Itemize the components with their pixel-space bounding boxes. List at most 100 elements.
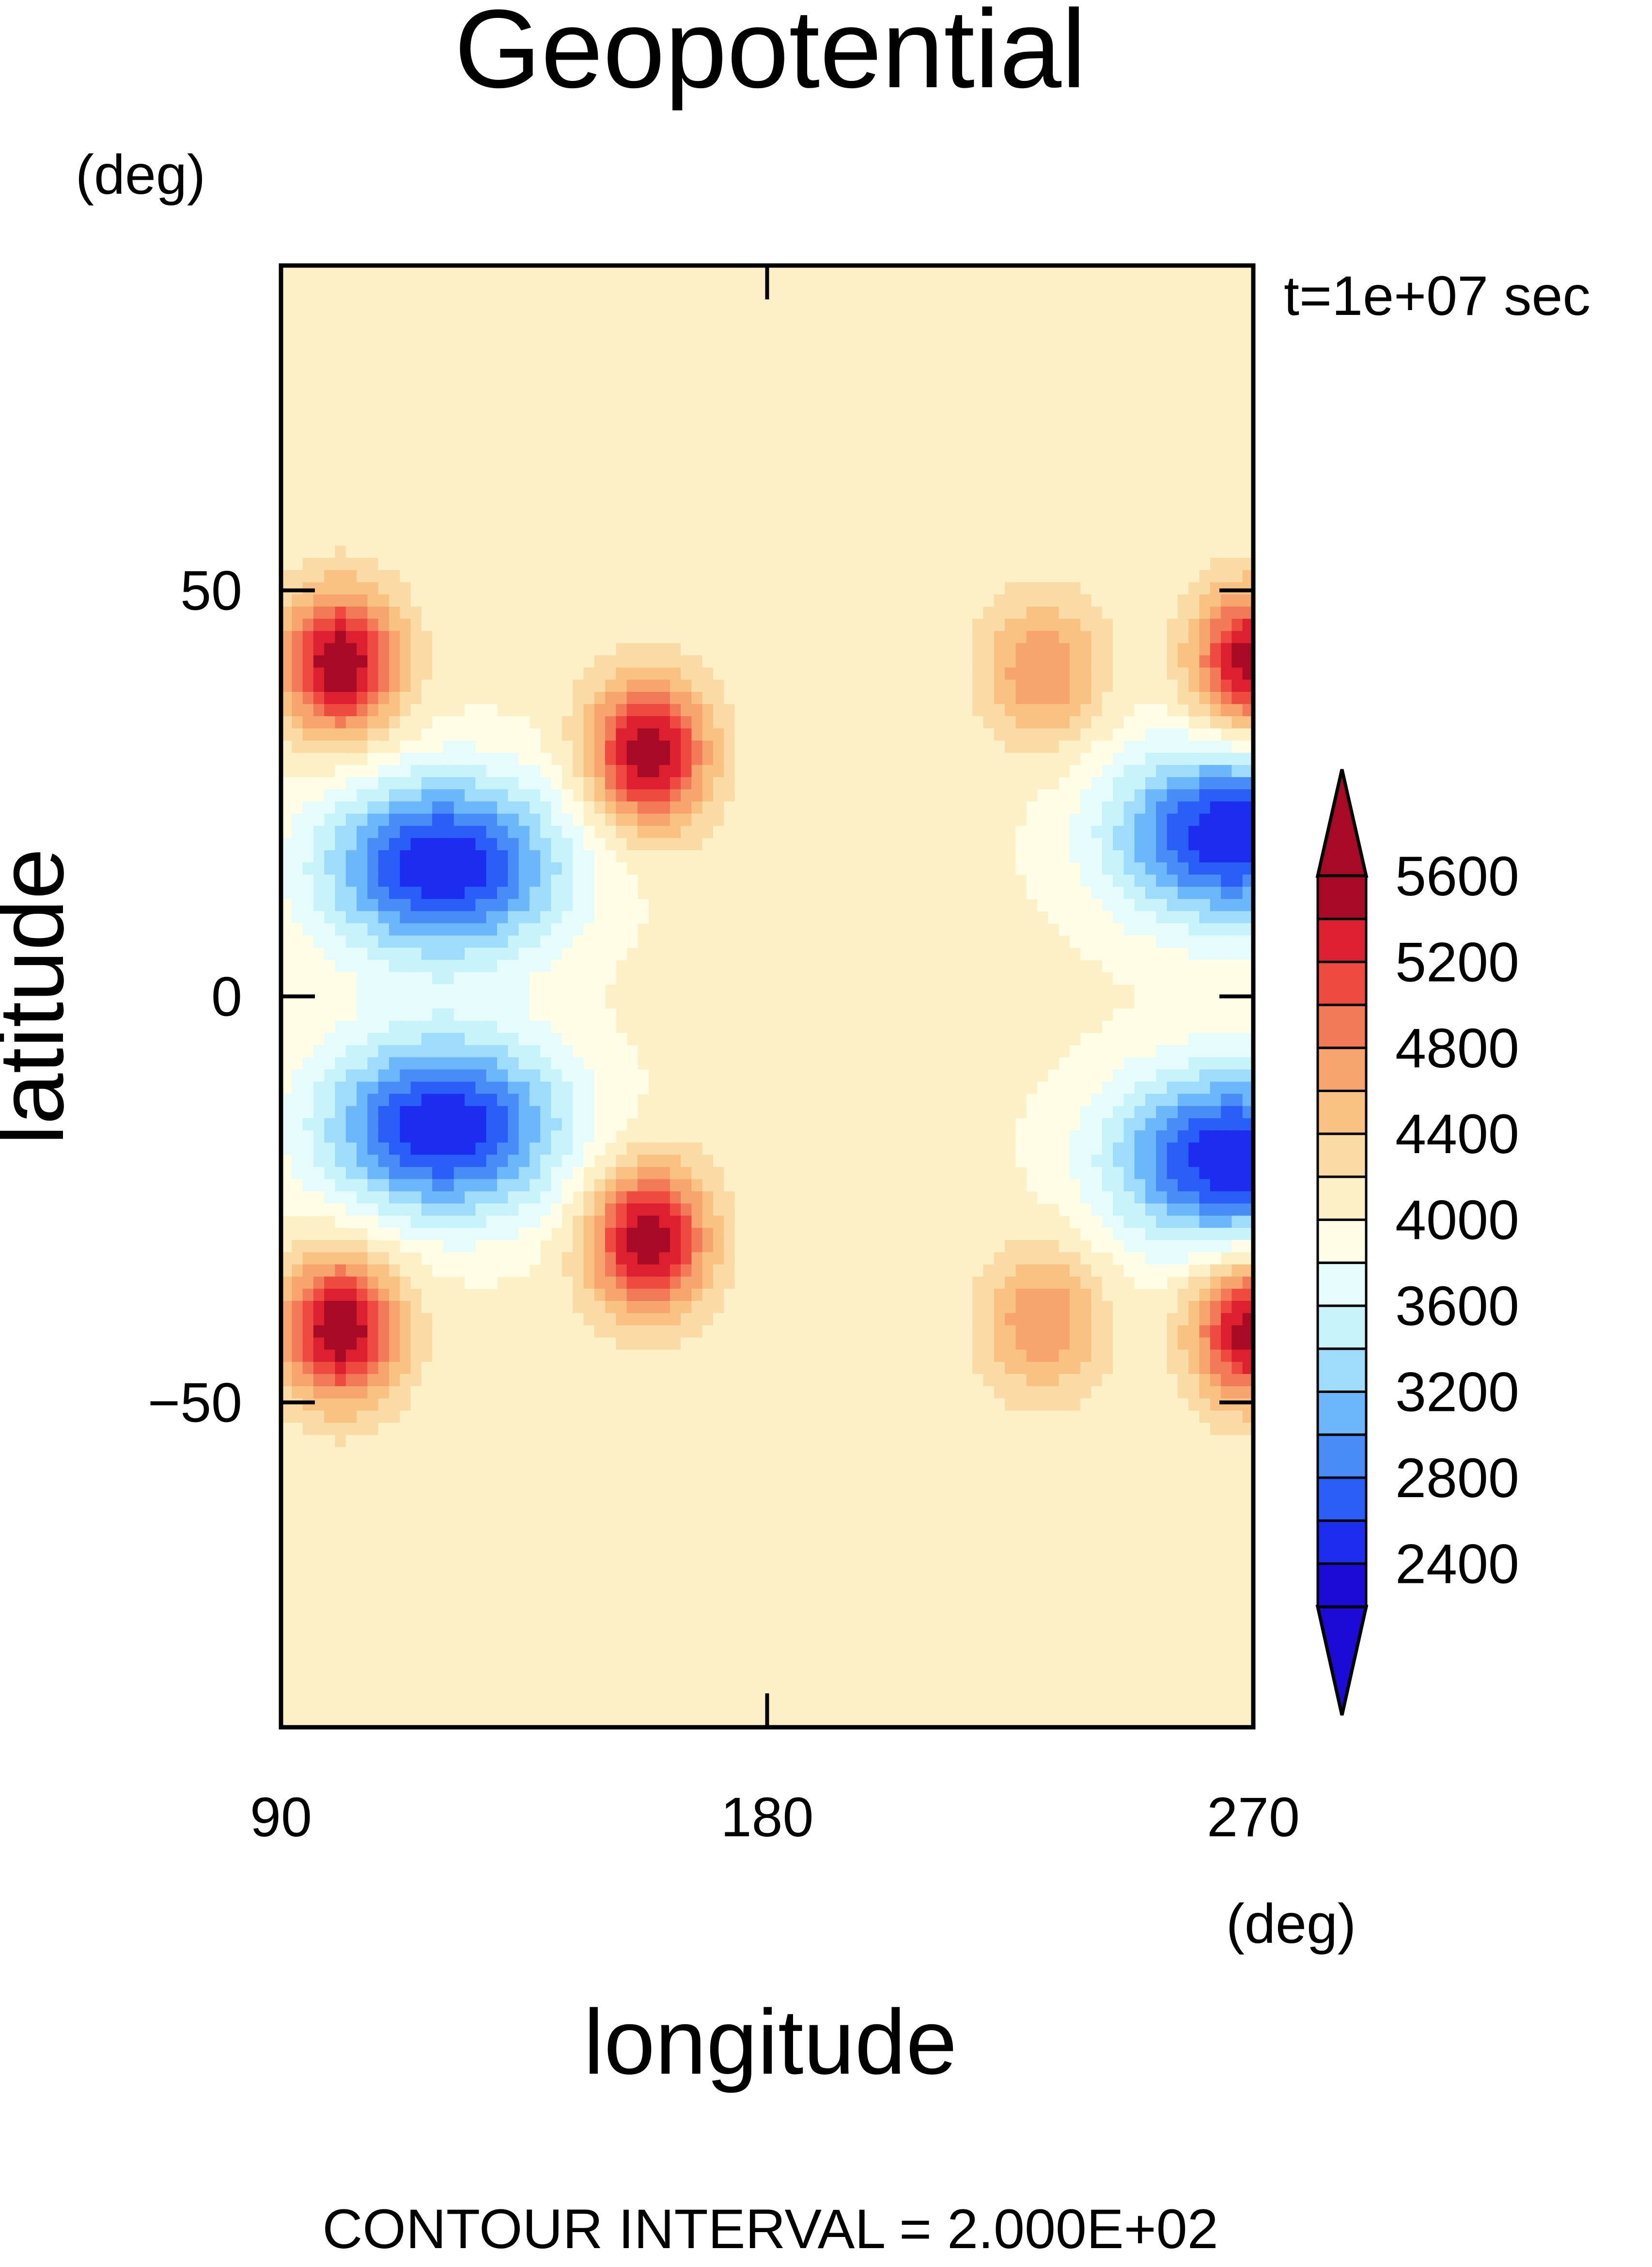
contour-cell	[961, 631, 973, 644]
contour-cell	[302, 570, 314, 583]
contour-cell	[508, 1228, 519, 1241]
contour-cell	[1221, 1361, 1232, 1375]
contour-cell	[1026, 558, 1038, 571]
contour-cell	[1005, 643, 1016, 656]
contour-cell	[951, 1361, 962, 1375]
contour-cell	[561, 813, 573, 827]
contour-cell	[357, 1069, 368, 1082]
contour-cell	[745, 752, 757, 766]
contour-cell	[561, 972, 573, 985]
contour-cell	[508, 777, 519, 790]
contour-cell	[1102, 704, 1113, 717]
contour-cell	[1210, 1325, 1221, 1338]
contour-cell	[281, 1337, 293, 1350]
contour-cell	[1210, 826, 1221, 839]
contour-cell	[594, 643, 606, 656]
contour-cell	[659, 1252, 670, 1265]
contour-interval-label: CONTOUR INTERVAL = 2.000E+02	[322, 2198, 1218, 2260]
contour-cell	[1221, 813, 1232, 827]
contour-cell	[1156, 996, 1168, 1009]
contour-cell	[1167, 1216, 1178, 1228]
contour-cell	[475, 911, 487, 924]
contour-cell	[1015, 582, 1027, 595]
contour-cell	[475, 1130, 487, 1143]
contour-cell	[659, 1276, 670, 1289]
contour-cell	[561, 1228, 573, 1241]
contour-cell	[1188, 1094, 1200, 1107]
contour-cell	[335, 740, 346, 753]
contour-cell	[1188, 1155, 1200, 1168]
contour-cell	[1005, 1410, 1016, 1423]
contour-cell	[573, 1008, 584, 1021]
contour-cell	[1188, 619, 1200, 631]
contour-cell	[561, 1252, 573, 1265]
contour-cell	[1177, 1325, 1189, 1338]
contour-cell	[367, 1301, 379, 1313]
contour-cell	[594, 813, 606, 827]
contour-cell	[465, 875, 476, 887]
contour-cell	[1242, 679, 1253, 692]
contour-cell	[367, 1142, 379, 1156]
contour-cell	[313, 1435, 325, 1448]
contour-cell	[551, 777, 562, 790]
contour-cell	[616, 631, 627, 644]
contour-cell	[497, 813, 509, 827]
contour-cell	[400, 887, 411, 900]
contour-cell	[1210, 1057, 1221, 1070]
contour-cell	[518, 1069, 530, 1082]
contour-cell	[432, 1203, 444, 1216]
contour-cell	[410, 692, 422, 704]
contour-cell	[410, 911, 422, 924]
colorbar-swatch	[1316, 918, 1368, 963]
contour-cell	[1091, 935, 1103, 948]
contour-cell	[1199, 1032, 1211, 1046]
contour-cell	[1242, 838, 1253, 851]
contour-cell	[367, 533, 379, 546]
contour-cell	[702, 1276, 714, 1289]
contour-cell	[1037, 1142, 1049, 1156]
contour-cell	[1134, 801, 1146, 814]
contour-cell	[1242, 1142, 1253, 1156]
contour-cell	[400, 1020, 411, 1033]
contour-cell	[551, 1191, 562, 1204]
contour-cell	[1080, 1216, 1092, 1228]
contour-cell	[443, 1203, 454, 1216]
contour-cell	[1113, 728, 1124, 741]
contour-cell	[626, 801, 638, 814]
contour-cell	[313, 1106, 325, 1119]
contour-cell	[1167, 1057, 1178, 1070]
contour-cell	[281, 1167, 293, 1180]
contour-cell	[1026, 1276, 1038, 1289]
contour-cell	[281, 1301, 293, 1313]
contour-cell	[335, 594, 346, 607]
contour-cell	[378, 935, 390, 948]
contour-cell	[345, 558, 357, 571]
contour-cell	[345, 947, 357, 960]
contour-cell	[1123, 947, 1135, 960]
contour-cell	[345, 1094, 357, 1107]
contour-cell	[302, 679, 314, 692]
contour-cell	[1199, 643, 1211, 656]
contour-cell	[702, 667, 714, 680]
contour-cell	[465, 1191, 476, 1204]
x-tick-label: 180	[721, 1786, 814, 1848]
contour-cell	[302, 1252, 314, 1265]
contour-cell	[659, 679, 670, 692]
contour-cell	[1048, 631, 1060, 644]
contour-cell	[724, 1228, 735, 1241]
contour-cell	[1231, 1264, 1243, 1277]
contour-cell	[1123, 862, 1135, 875]
contour-cell	[378, 728, 390, 741]
contour-cell	[421, 1191, 433, 1204]
colorbar-tick-label: 4000	[1395, 1189, 1519, 1251]
contour-cell	[292, 960, 303, 972]
contour-cell	[1048, 1264, 1060, 1277]
contour-cell	[972, 728, 984, 741]
contour-cell	[1242, 1167, 1253, 1180]
contour-cell	[583, 1252, 595, 1265]
contour-cell	[421, 1008, 433, 1021]
contour-cell	[734, 1240, 746, 1253]
contour-cell	[1015, 655, 1027, 668]
contour-cell	[1231, 1167, 1243, 1180]
contour-cell	[626, 875, 638, 887]
